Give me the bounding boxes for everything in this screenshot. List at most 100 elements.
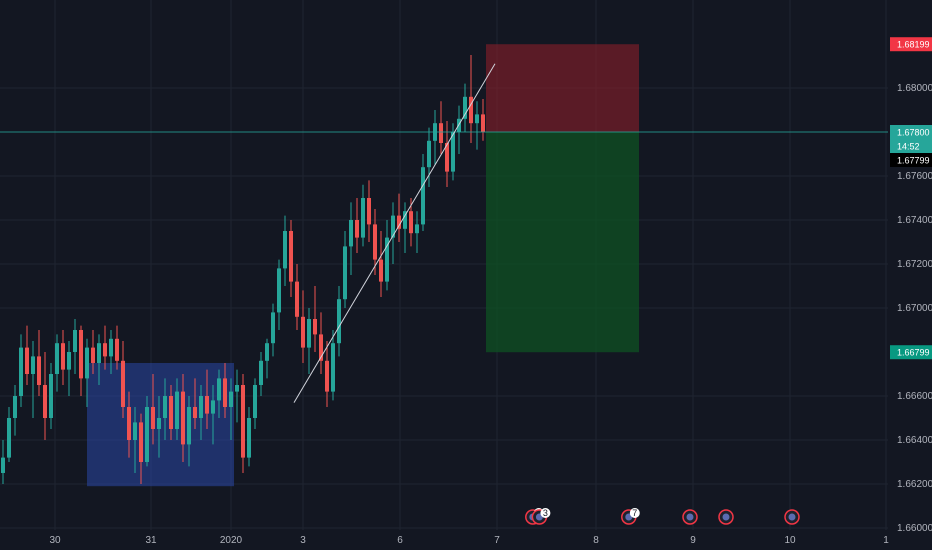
candle-body — [43, 385, 47, 418]
time-tick-label: 6 — [397, 535, 403, 546]
price-tick-label: 1.67400 — [897, 215, 932, 226]
candle — [319, 312, 323, 374]
candle — [25, 325, 29, 385]
candle-body — [403, 211, 407, 229]
event-marker[interactable] — [682, 509, 698, 525]
time-axis[interactable]: 30 31 2020 3 6 7 8 9 10 1 — [49, 535, 889, 546]
event-marker[interactable] — [718, 509, 734, 525]
flag-icon — [722, 513, 730, 521]
candle — [55, 334, 59, 392]
candle-body — [451, 132, 455, 172]
candle — [19, 334, 23, 407]
candle-body — [277, 268, 281, 313]
candle-body — [151, 407, 155, 429]
candle-body — [19, 347, 23, 396]
candle-body — [211, 400, 215, 414]
candle-body — [157, 418, 161, 429]
candle-body — [193, 407, 197, 418]
event-badge — [540, 508, 551, 518]
candle — [205, 369, 209, 429]
candle-body — [409, 211, 413, 234]
candle — [385, 220, 389, 291]
candle-body — [253, 385, 257, 418]
candle-body — [85, 347, 89, 379]
candle — [247, 407, 251, 467]
reward-zone[interactable] — [486, 132, 639, 353]
candle-body — [115, 338, 119, 361]
candle — [169, 385, 173, 440]
candle-body — [223, 378, 227, 407]
candle-body — [283, 231, 287, 269]
candle-body — [163, 396, 167, 418]
candle — [133, 407, 137, 473]
candle — [187, 396, 191, 467]
event-markers[interactable]: 737 — [525, 508, 800, 525]
candle — [163, 378, 167, 440]
price-tick-label: 1.67200 — [897, 259, 932, 270]
target-price-label-bg — [890, 345, 932, 360]
candle — [463, 83, 467, 132]
price-axis[interactable]: 1.68000 1.67600 1.67400 1.67200 1.67000 1.666… — [897, 83, 932, 534]
last-price-label: 1.67799 — [897, 156, 930, 166]
time-tick-label: 10 — [784, 535, 796, 546]
time-tick-label: 31 — [145, 535, 157, 546]
candle-body — [295, 281, 299, 317]
candle-body — [229, 391, 233, 407]
trendline[interactable] — [293, 63, 496, 403]
candle-body — [55, 343, 59, 374]
candle — [379, 231, 383, 297]
candle-body — [397, 215, 401, 229]
target-price-label: 1.66799 — [897, 348, 930, 358]
candle-body — [415, 224, 419, 234]
candle — [451, 123, 455, 181]
candle — [307, 308, 311, 374]
candle — [337, 286, 341, 357]
candle-body — [205, 396, 209, 414]
candle-body — [133, 422, 137, 440]
risk-zone[interactable] — [486, 44, 639, 132]
candle-body — [463, 96, 467, 119]
candle — [31, 341, 35, 418]
candle — [193, 378, 197, 429]
candle-body — [289, 231, 293, 282]
candle — [61, 330, 65, 385]
candle — [265, 338, 269, 379]
candle — [7, 407, 11, 462]
candle-body — [13, 396, 17, 418]
candle — [235, 369, 239, 423]
price-tick-label: 1.66600 — [897, 391, 932, 402]
candle — [259, 352, 263, 396]
candle-body — [61, 343, 65, 370]
candle — [469, 55, 473, 143]
event-marker[interactable]: 3 — [531, 508, 551, 525]
candle — [427, 127, 431, 187]
candle — [139, 413, 143, 484]
candle — [355, 198, 359, 253]
candle-body — [379, 259, 383, 282]
candle — [37, 330, 41, 396]
time-tick-label: 1 — [883, 535, 889, 546]
candle-body — [37, 356, 41, 385]
candle-body — [445, 143, 449, 172]
candle — [253, 378, 257, 429]
candle — [421, 154, 425, 231]
candle — [289, 220, 293, 297]
event-marker[interactable]: 7 — [621, 508, 640, 525]
candle-body — [385, 237, 389, 282]
candle — [415, 211, 419, 253]
candle-body — [31, 356, 35, 374]
candle — [103, 325, 107, 370]
candle-body — [313, 319, 317, 335]
event-marker[interactable] — [784, 509, 800, 525]
candle — [91, 330, 95, 374]
candle — [391, 202, 395, 264]
time-tick-label: 7 — [494, 535, 500, 546]
candle — [403, 202, 407, 253]
candle — [121, 341, 125, 418]
candle-body — [91, 347, 95, 363]
candle-body — [169, 396, 173, 429]
candle-body — [331, 343, 335, 392]
candle-body — [391, 215, 395, 238]
candlestick-series — [1, 55, 485, 484]
